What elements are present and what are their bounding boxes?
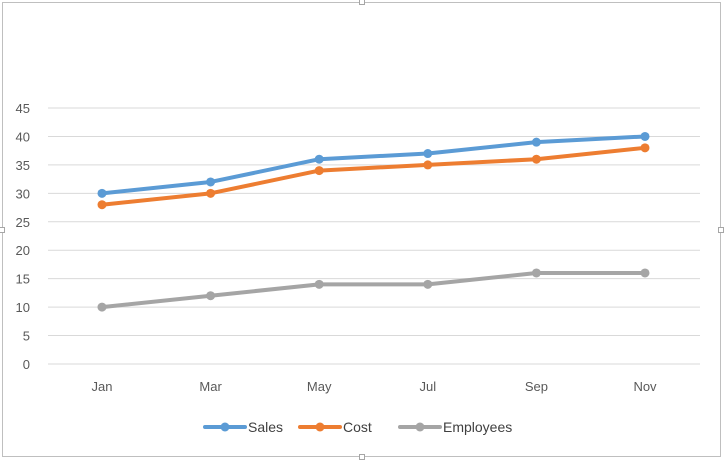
resize-handle-top[interactable] bbox=[359, 0, 365, 5]
data-point[interactable] bbox=[314, 166, 324, 176]
y-tick-label: 0 bbox=[23, 357, 30, 372]
series-line[interactable] bbox=[100, 145, 647, 207]
legend-item-cost[interactable]: Cost bbox=[298, 419, 372, 435]
y-tick-label: 25 bbox=[16, 215, 30, 230]
y-tick-label: 35 bbox=[16, 158, 30, 173]
data-point[interactable] bbox=[531, 154, 541, 164]
x-tick-label: May bbox=[307, 379, 332, 394]
legend-item-employees[interactable]: Employees bbox=[398, 419, 512, 435]
data-point[interactable] bbox=[423, 279, 433, 289]
resize-handle-right[interactable] bbox=[718, 227, 724, 233]
y-tick-label: 5 bbox=[23, 329, 30, 344]
series-employees[interactable] bbox=[97, 268, 650, 312]
legend: Sales Cost Employees bbox=[203, 419, 512, 435]
data-point[interactable] bbox=[423, 149, 433, 159]
data-point[interactable] bbox=[314, 154, 324, 164]
series-sales[interactable] bbox=[97, 131, 650, 198]
data-point[interactable] bbox=[640, 131, 650, 141]
y-tick-label: 15 bbox=[16, 272, 30, 287]
legend-swatch-marker bbox=[415, 422, 425, 432]
resize-handle-bottom[interactable] bbox=[359, 454, 365, 460]
x-tick-label: Mar bbox=[199, 379, 222, 394]
data-point[interactable] bbox=[97, 302, 107, 312]
x-tick-label: Nov bbox=[633, 379, 657, 394]
y-tick-label: 45 bbox=[16, 101, 30, 116]
legend-label: Employees bbox=[443, 419, 512, 435]
x-axis-tick-labels: Jan Mar May Jul Sep Nov bbox=[92, 379, 658, 394]
gridlines bbox=[48, 107, 700, 365]
y-tick-label: 40 bbox=[16, 129, 30, 144]
data-point[interactable] bbox=[531, 268, 541, 278]
series-line[interactable] bbox=[100, 134, 647, 196]
data-point[interactable] bbox=[531, 137, 541, 147]
y-tick-label: 30 bbox=[16, 186, 30, 201]
plot-series bbox=[97, 131, 650, 312]
data-point[interactable] bbox=[97, 200, 107, 210]
data-point[interactable] bbox=[206, 177, 216, 187]
data-point[interactable] bbox=[97, 188, 107, 198]
data-point[interactable] bbox=[206, 188, 216, 198]
legend-item-sales[interactable]: Sales bbox=[203, 419, 283, 435]
series-line[interactable] bbox=[100, 270, 647, 310]
x-tick-label: Jan bbox=[92, 379, 113, 394]
data-point[interactable] bbox=[314, 279, 324, 289]
x-tick-label: Jul bbox=[419, 379, 436, 394]
data-point[interactable] bbox=[640, 143, 650, 153]
legend-label: Cost bbox=[343, 419, 372, 435]
y-tick-label: 10 bbox=[16, 300, 30, 315]
legend-label: Sales bbox=[248, 419, 283, 435]
x-tick-label: Sep bbox=[525, 379, 548, 394]
data-point[interactable] bbox=[640, 268, 650, 278]
y-tick-label: 20 bbox=[16, 243, 30, 258]
y-axis-tick-labels: 0 5 10 15 20 25 30 35 40 45 bbox=[16, 101, 30, 372]
legend-swatch-marker bbox=[220, 422, 230, 432]
series-cost[interactable] bbox=[97, 143, 650, 210]
data-point[interactable] bbox=[423, 160, 433, 170]
data-point[interactable] bbox=[206, 291, 216, 301]
resize-handle-left[interactable] bbox=[0, 227, 5, 233]
legend-swatch-marker bbox=[315, 422, 325, 432]
